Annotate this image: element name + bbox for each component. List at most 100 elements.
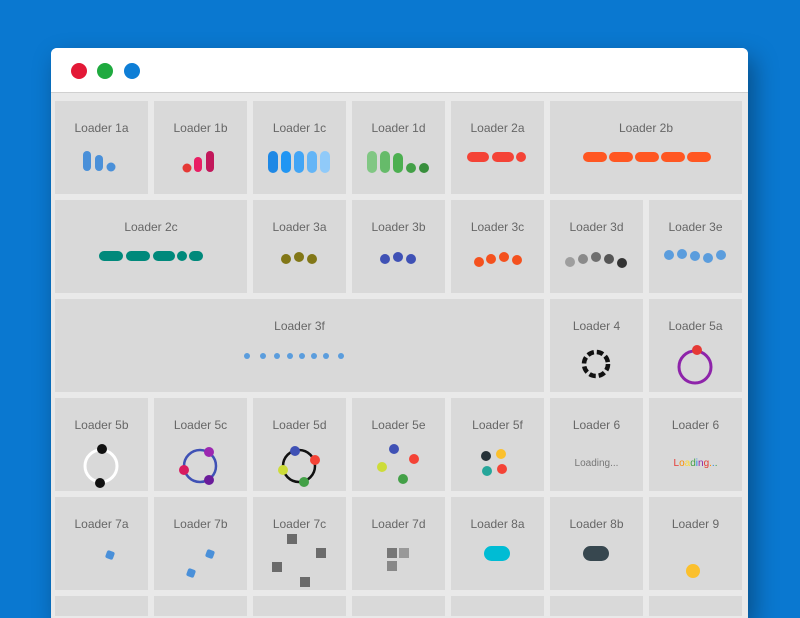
loader-label: Loader 8b — [569, 517, 624, 531]
loader-card-3c[interactable]: Loader 3c — [451, 200, 544, 293]
close-button[interactable] — [71, 63, 87, 79]
loader-card-partial — [253, 596, 346, 616]
loader-card-2a[interactable]: Loader 2a — [451, 101, 544, 194]
loader-card-partial — [154, 596, 247, 616]
loader-label: Loader 1c — [272, 121, 327, 135]
loader-label: Loader 1a — [74, 121, 129, 135]
loader-3e-graphic — [664, 249, 726, 263]
loader-2b-graphic — [583, 152, 711, 162]
loader-card-7a[interactable]: Loader 7a — [55, 497, 148, 590]
loader-card-partial — [352, 596, 445, 616]
loading-letter: . — [709, 458, 712, 469]
loader-label: Loader 4 — [572, 319, 621, 333]
loader-label: Loader 3a — [272, 220, 327, 234]
loader-5f-graphic — [481, 449, 507, 476]
loader-4-graphic — [581, 349, 611, 379]
loader-label: Loader 6 — [671, 418, 720, 432]
loader-card-5d[interactable]: Loader 5d — [253, 398, 346, 491]
loader-label: Loader 2b — [618, 121, 674, 135]
loader-card-6-colored[interactable]: Loader 6 Loading... — [649, 398, 742, 491]
loader-label: Loader 5e — [371, 418, 426, 432]
loader-card-5a[interactable]: Loader 5a — [649, 299, 742, 392]
loading-text: Loading... — [574, 458, 619, 469]
loading-letter: g — [703, 458, 710, 469]
loader-7c-graphic — [272, 534, 326, 587]
loader-3b-graphic — [380, 252, 416, 264]
loader-label: Loader 8a — [470, 517, 525, 531]
loader-card-3a[interactable]: Loader 3a — [253, 200, 346, 293]
loader-label: Loader 5a — [668, 319, 723, 333]
colored-loading-text: Loading... — [649, 458, 742, 469]
loader-card-2c[interactable]: Loader 2c — [55, 200, 247, 293]
loader-card-6[interactable]: Loader 6 Loading... — [550, 398, 643, 491]
loader-card-3d[interactable]: Loader 3d — [550, 200, 643, 293]
loader-3a-graphic — [281, 252, 317, 264]
loader-label: Loader 7b — [173, 517, 228, 531]
loader-card-partial — [550, 596, 643, 616]
loader-5e-graphic — [377, 444, 419, 484]
loader-9-graphic — [686, 564, 700, 578]
loader-card-7d[interactable]: Loader 7d — [352, 497, 445, 590]
loading-letter: n — [698, 458, 704, 469]
loader-5c-graphic — [179, 447, 218, 485]
loader-card-3b[interactable]: Loader 3b — [352, 200, 445, 293]
loader-card-8a[interactable]: Loader 8a — [451, 497, 544, 590]
loader-label: Loader 5f — [472, 418, 523, 432]
loader-label: Loader 2c — [124, 220, 178, 234]
loader-card-4[interactable]: Loader 4 — [550, 299, 643, 392]
loader-label: Loader 3d — [569, 220, 624, 234]
loader-card-1b[interactable]: Loader 1b — [154, 101, 247, 194]
loader-label: Loader 1b — [173, 121, 228, 135]
loader-label: Loader 3c — [470, 220, 525, 234]
loader-label: Loader 1d — [371, 121, 426, 135]
loader-card-9[interactable]: Loader 9 — [649, 497, 742, 590]
loader-card-1c[interactable]: Loader 1c — [253, 101, 346, 194]
loader-label: Loader 7c — [272, 517, 327, 531]
loader-card-5f[interactable]: Loader 5f — [451, 398, 544, 491]
loader-2c-graphic — [99, 251, 203, 261]
loader-card-8b[interactable]: Loader 8b — [550, 497, 643, 590]
loader-card-5b[interactable]: Loader 5b — [55, 398, 148, 491]
minimize-button[interactable] — [97, 63, 113, 79]
loading-letter: a — [684, 458, 691, 469]
loader-label: Loader 6 — [572, 418, 621, 432]
loader-7d-graphic — [387, 548, 409, 571]
loading-letter: d — [690, 458, 696, 469]
loader-7a-graphic — [105, 550, 115, 560]
loader-label: Loader 5d — [272, 418, 327, 432]
loader-1b-graphic — [182, 151, 214, 173]
loader-card-3f[interactable]: Loader 3f — [55, 299, 544, 392]
loader-5d-graphic — [278, 446, 320, 487]
maximize-button[interactable] — [124, 63, 140, 79]
loader-label: Loader 3b — [371, 220, 426, 234]
loader-card-3e[interactable]: Loader 3e — [649, 200, 742, 293]
loader-3c-graphic — [474, 252, 522, 267]
loader-7b-graphic — [186, 549, 215, 578]
loader-label: Loader 3f — [274, 319, 325, 333]
loader-grid: Loader 1a Loader 1b Loader 1c — [55, 101, 745, 618]
loader-8a-graphic — [484, 546, 510, 561]
loader-card-1d[interactable]: Loader 1d — [352, 101, 445, 194]
loader-label: Loader 9 — [671, 517, 720, 531]
loading-letter: i — [695, 458, 698, 469]
loader-1a-graphic — [83, 151, 116, 172]
loader-card-1a[interactable]: Loader 1a — [55, 101, 148, 194]
loader-3d-graphic — [565, 252, 627, 268]
loader-card-5c[interactable]: Loader 5c — [154, 398, 247, 491]
title-bar — [51, 48, 748, 93]
loading-letter: L — [673, 458, 680, 469]
loader-card-2b[interactable]: Loader 2b — [550, 101, 742, 194]
loader-label: Loader 7a — [74, 517, 129, 531]
loader-1d-graphic — [367, 151, 429, 173]
loader-3f-graphic — [244, 353, 344, 359]
loading-letter: . — [711, 458, 715, 469]
loading-letter: . — [714, 458, 718, 469]
loading-letter: o — [679, 458, 685, 469]
loader-card-7c[interactable]: Loader 7c — [253, 497, 346, 590]
loader-8b-graphic — [583, 546, 609, 561]
loader-card-7b[interactable]: Loader 7b — [154, 497, 247, 590]
loader-label: Loader 5b — [74, 418, 129, 432]
loader-card-partial — [649, 596, 742, 616]
loader-card-5e[interactable]: Loader 5e — [352, 398, 445, 491]
loader-2a-graphic — [467, 152, 526, 162]
